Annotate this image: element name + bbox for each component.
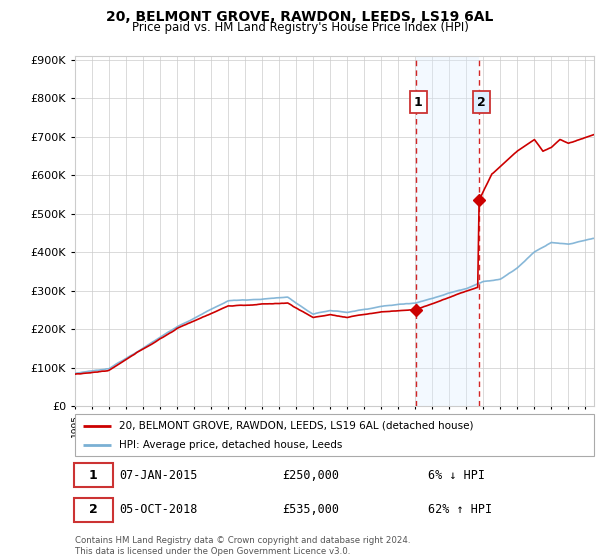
Text: HPI: Average price, detached house, Leeds: HPI: Average price, detached house, Leed… [119,440,343,450]
Text: Price paid vs. HM Land Registry's House Price Index (HPI): Price paid vs. HM Land Registry's House … [131,21,469,34]
Text: 07-JAN-2015: 07-JAN-2015 [119,469,197,482]
Text: 62% ↑ HPI: 62% ↑ HPI [428,503,492,516]
Text: 20, BELMONT GROVE, RAWDON, LEEDS, LS19 6AL (detached house): 20, BELMONT GROVE, RAWDON, LEEDS, LS19 6… [119,421,473,431]
Text: Contains HM Land Registry data © Crown copyright and database right 2024.
This d: Contains HM Land Registry data © Crown c… [75,536,410,556]
Text: 1: 1 [414,96,423,109]
Text: 05-OCT-2018: 05-OCT-2018 [119,503,197,516]
FancyBboxPatch shape [74,463,113,487]
Text: £250,000: £250,000 [283,469,340,482]
Text: 6% ↓ HPI: 6% ↓ HPI [428,469,485,482]
Text: 2: 2 [89,503,98,516]
Bar [416,56,479,406]
Text: 2: 2 [478,96,486,109]
Text: 20, BELMONT GROVE, RAWDON, LEEDS, LS19 6AL: 20, BELMONT GROVE, RAWDON, LEEDS, LS19 6… [106,10,494,24]
FancyBboxPatch shape [74,498,113,521]
Text: £535,000: £535,000 [283,503,340,516]
Text: 1: 1 [89,469,98,482]
